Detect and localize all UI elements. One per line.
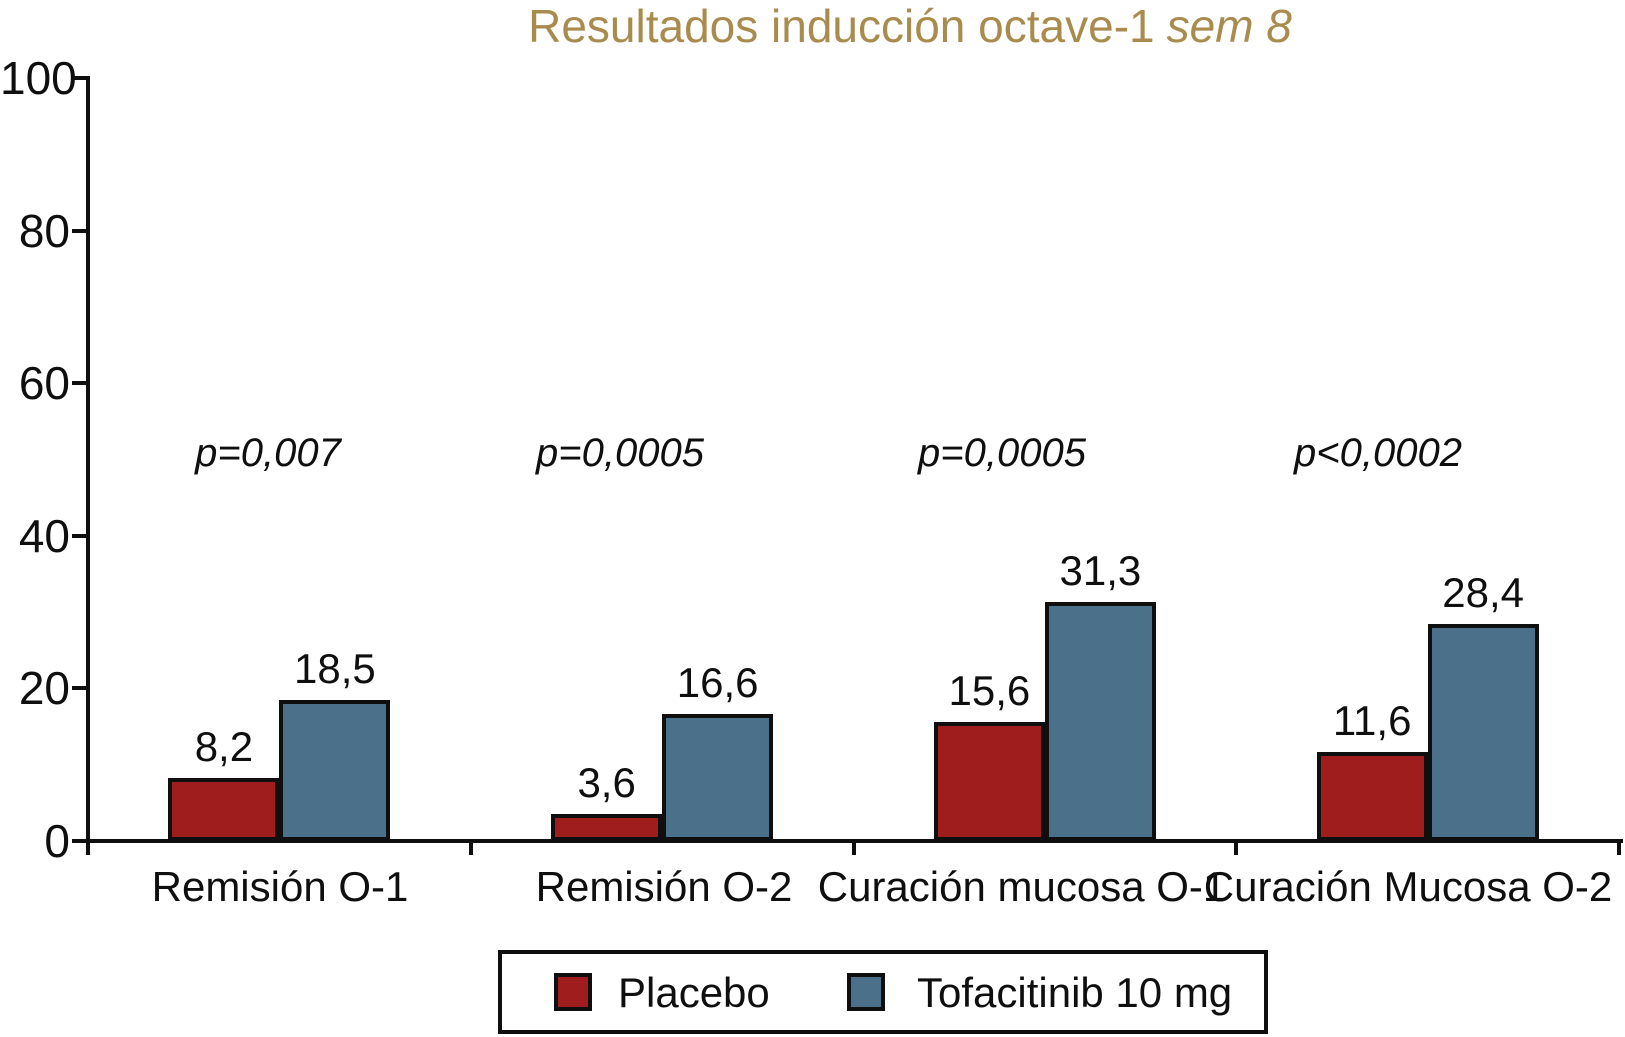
bar-tofacitinib xyxy=(279,700,391,841)
bar-value-label: 16,6 xyxy=(676,659,759,706)
x-axis-tick xyxy=(468,841,473,855)
bar-placebo xyxy=(1316,752,1428,841)
bar-value-label: 3,6 xyxy=(577,759,636,806)
y-axis-tick-label: 20 xyxy=(18,662,70,715)
x-axis-tick xyxy=(851,841,856,855)
x-axis-tick xyxy=(86,841,90,855)
y-axis-tick xyxy=(72,839,86,843)
y-axis-tick-label: 40 xyxy=(18,509,70,562)
p-value-label: p<0,0002 xyxy=(1294,431,1462,475)
bar-value-label: 18,5 xyxy=(294,645,376,692)
bar-tofacitinib xyxy=(1427,624,1539,841)
y-axis-tick-label: 60 xyxy=(18,357,70,410)
p-value-label: p=0,007 xyxy=(195,431,341,475)
legend-swatch-placebo xyxy=(554,973,592,1011)
category-label: Remisión O-1 xyxy=(151,863,409,910)
y-axis-tick xyxy=(72,228,86,233)
y-axis-tick-label: 100 xyxy=(0,52,77,104)
legend-swatch-tofacitinib xyxy=(847,973,885,1011)
legend: Placebo Tofacitinib 10 mg xyxy=(498,950,1268,1034)
x-axis-tick xyxy=(1617,841,1621,855)
bar-value-label: 15,6 xyxy=(948,667,1031,714)
bar-tofacitinib xyxy=(662,714,774,841)
chart-title: Resultados inducción octave-1 sem 8 xyxy=(420,0,1400,52)
p-value-label: p=0,0005 xyxy=(918,431,1086,475)
bar-value-label: 8,2 xyxy=(194,723,254,770)
bar-value-label: 31,3 xyxy=(1059,547,1142,594)
chart-title-main: Resultados inducción octave-1 xyxy=(528,0,1155,52)
y-axis-tick-label: 80 xyxy=(18,204,70,257)
category-label: Remisión O-2 xyxy=(535,863,793,910)
y-axis-tick xyxy=(72,533,86,538)
category-label: Curación Mucosa O-2 xyxy=(1203,863,1613,910)
bar-value-label: 11,6 xyxy=(1332,697,1412,744)
p-value-label: p=0,0005 xyxy=(536,431,704,475)
bar-placebo xyxy=(168,778,280,841)
chart-title-suffix: sem 8 xyxy=(1166,0,1292,52)
y-axis-line xyxy=(86,76,90,841)
y-axis-tick xyxy=(72,686,86,691)
bar-value-label: 28,4 xyxy=(1442,569,1525,616)
legend-label: Placebo xyxy=(618,969,770,1016)
bar-placebo xyxy=(551,814,663,841)
bar-tofacitinib xyxy=(1044,602,1156,841)
category-label: Curación mucosa O-1 xyxy=(817,863,1227,910)
y-axis-tick xyxy=(72,381,86,386)
y-axis-tick xyxy=(72,76,86,80)
x-axis-tick xyxy=(1234,841,1239,855)
bar-placebo xyxy=(933,722,1045,841)
legend-label: Tofacitinib 10 mg xyxy=(917,969,1233,1016)
y-axis-tick-label: 0 xyxy=(44,815,70,867)
